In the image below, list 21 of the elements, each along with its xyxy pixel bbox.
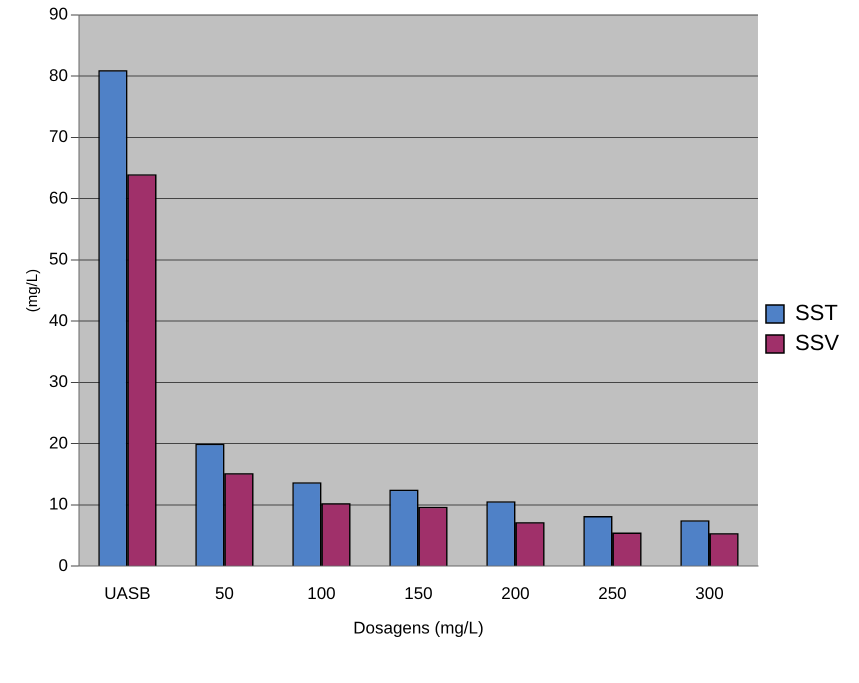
x-tick-label: 300 [695, 584, 724, 604]
x-tick-label: 100 [307, 584, 336, 604]
y-tick-label: 50 [48, 250, 68, 269]
y-tick-label: 70 [48, 127, 68, 146]
legend-label: SSV [794, 330, 840, 356]
y-tick-label: 0 [58, 556, 68, 575]
y-tick-label: 90 [48, 4, 68, 24]
x-tick-label: 50 [214, 584, 234, 604]
y-axis-title: (mg/L) [24, 268, 42, 312]
y-tick-label: 30 [48, 372, 68, 392]
x-tick-label: UASB [104, 584, 151, 604]
y-tick-label: 40 [48, 310, 68, 330]
y-tick-label: 80 [48, 66, 68, 85]
y-tick-label: 20 [48, 433, 68, 452]
x-tick-label: 250 [598, 584, 627, 604]
y-tick-label: 60 [48, 188, 68, 208]
y-tick-label: 10 [48, 494, 68, 514]
x-axis-title: Dosagens (mg/L) [353, 618, 484, 638]
legend-label: SST [794, 300, 838, 326]
x-tick-label: 200 [501, 584, 530, 604]
x-tick-label: 150 [404, 584, 433, 604]
